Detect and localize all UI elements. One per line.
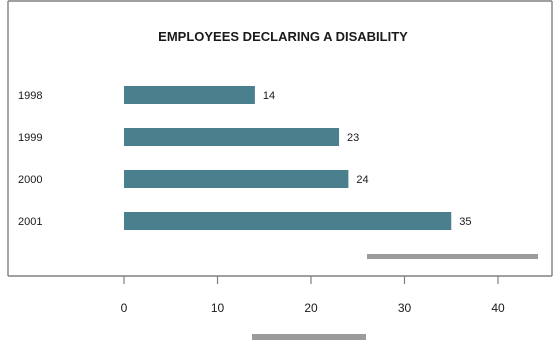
bar-value-label: 14 [263,90,275,102]
x-tick-label: 10 [211,301,225,315]
bar-value-label: 35 [459,216,471,228]
x-axis-ticks [123,276,499,284]
x-tick-label: 20 [304,301,318,315]
x-axis-tick-labels: 0 10 20 30 40 [121,301,505,315]
x-tick-label: 0 [121,301,128,315]
bar [124,212,452,230]
caption-placeholder-right [367,254,538,259]
bar-value-labels: 14 23 24 35 [263,90,472,228]
caption-placeholder-bottom [252,334,366,340]
chart-title: EMPLOYEES DECLARING A DISABILITY [158,29,408,44]
category-label: 2000 [18,174,42,186]
bar-value-label: 24 [356,174,368,186]
category-labels: 1998 1999 2000 2001 [18,90,42,228]
bar-value-label: 23 [347,132,359,144]
x-tick-label: 40 [491,301,505,315]
bars [124,86,452,230]
bar [124,86,255,104]
chart-frame [7,0,553,277]
bar [124,128,340,146]
category-label: 2001 [18,216,42,228]
x-tick-label: 30 [398,301,412,315]
category-label: 1998 [18,90,42,102]
bar [124,170,349,188]
category-label: 1999 [18,132,42,144]
